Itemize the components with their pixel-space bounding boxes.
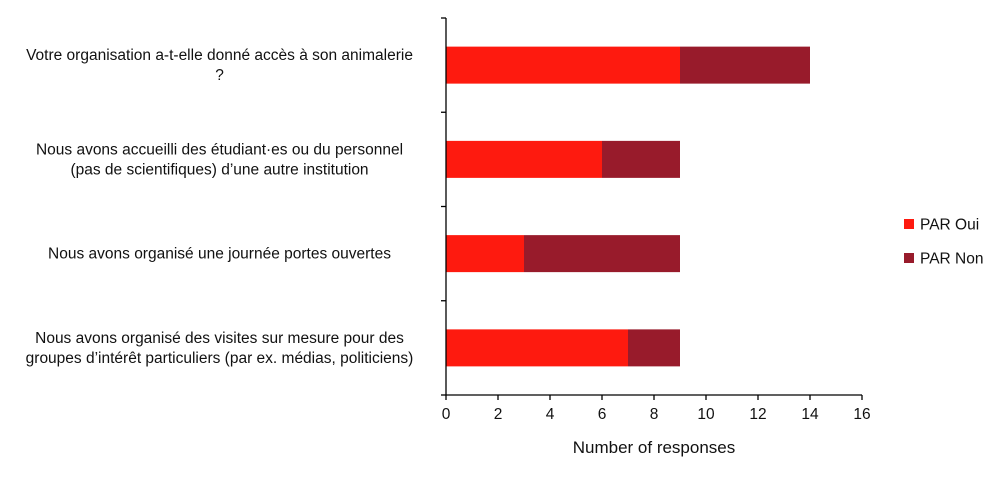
x-tick-label: 4 <box>546 406 555 423</box>
x-axis-title: Number of responses <box>573 438 736 457</box>
category-label: groupes d’intérêt particuliers (par ex. … <box>26 350 414 367</box>
bar-segment-par-oui <box>446 235 524 273</box>
category-label: (pas de scientifiques) d’une autre insti… <box>70 161 368 178</box>
category-label: Nous avons organisé des visites sur mesu… <box>35 330 404 347</box>
bar-segment-par-oui <box>446 140 602 178</box>
bar-segment-par-non <box>680 46 810 84</box>
category-labels: Votre organisation a-t-elle donné accès … <box>26 47 414 367</box>
bar-segment-par-oui <box>446 46 680 84</box>
category-label: Nous avons organisé une journée portes o… <box>48 246 391 263</box>
y-axis-ticks <box>441 17 446 396</box>
x-tick-label: 0 <box>442 406 451 423</box>
x-tick-label: 2 <box>494 406 503 423</box>
x-axis-ticks: 0 2 4 6 8 10 12 14 16 <box>442 395 871 423</box>
legend-swatch-par-oui <box>904 219 914 229</box>
legend-label: PAR Oui <box>920 217 979 234</box>
x-tick-label: 16 <box>853 406 870 423</box>
x-tick-label: 10 <box>697 406 715 423</box>
category-label: ? <box>215 67 224 84</box>
legend-swatch-par-non <box>904 253 914 263</box>
x-tick-label: 12 <box>749 406 766 423</box>
bar-segment-par-oui <box>446 329 628 367</box>
x-tick-label: 8 <box>650 406 659 423</box>
category-label: Votre organisation a-t-elle donné accès … <box>26 47 413 64</box>
legend-label: PAR Non <box>920 251 983 268</box>
category-label: Nous avons accueilli des étudiant·es ou … <box>36 141 403 158</box>
bar-segment-par-non <box>602 140 680 178</box>
x-tick-label: 6 <box>598 406 607 423</box>
x-tick-label: 14 <box>801 406 819 423</box>
legend: PAR Oui PAR Non <box>904 217 983 268</box>
bar-segment-par-non <box>524 235 680 273</box>
bar-segment-par-non <box>628 329 680 367</box>
bars-group <box>446 46 810 367</box>
